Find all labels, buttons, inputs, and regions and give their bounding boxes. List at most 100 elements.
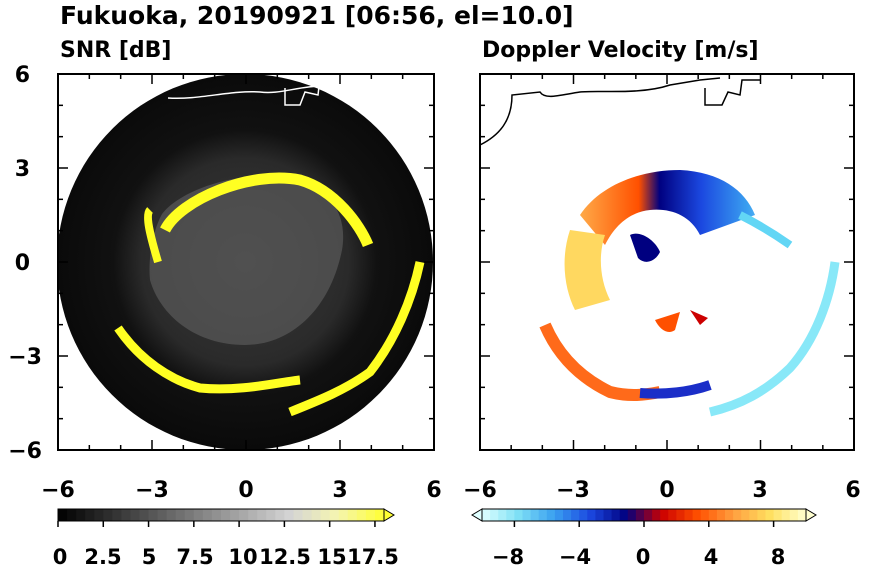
snr-colorbar-cell xyxy=(184,509,195,521)
doppler-echo-southeast-inner xyxy=(690,310,708,325)
doppler-colorbar-tick-label: −4 xyxy=(559,545,591,569)
snr-colorbar-cell xyxy=(139,509,150,521)
doppler-colorbar-cell xyxy=(635,509,645,521)
doppler-colorbar-cell xyxy=(603,509,613,521)
snr-colorbar-cell xyxy=(67,509,77,521)
figure-title: Fukuoka, 20190921 [06:56, el=10.0] xyxy=(60,1,574,30)
doppler-colorbar-cell xyxy=(546,509,556,521)
doppler-colorbar-cell xyxy=(749,509,758,521)
doppler-echo-arc-south xyxy=(639,380,712,399)
snr-coastline-harbor xyxy=(284,77,321,106)
snr-colorbar-cell xyxy=(320,509,331,521)
snr-coastline xyxy=(167,85,331,100)
doppler-coastline-harbor xyxy=(704,79,760,106)
snr-colorbar-cell xyxy=(284,509,294,521)
doppler-colorbar-cell xyxy=(563,509,572,521)
snr-echo-arc-west xyxy=(144,207,162,264)
doppler-colorbar xyxy=(471,508,817,527)
doppler-center-gap xyxy=(659,254,675,270)
doppler-x-tick-labels: −6 −3 0 3 6 xyxy=(463,478,861,503)
snr-axis-ticks xyxy=(57,73,435,451)
snr-colorbar-cell xyxy=(221,509,231,521)
doppler-colorbar-cell xyxy=(506,509,515,521)
snr-colorbar-cell xyxy=(257,509,267,521)
snr-colorbar-cell xyxy=(148,509,159,521)
doppler-colorbar-cell xyxy=(522,509,532,521)
doppler-echo-arc-southwest xyxy=(539,322,662,401)
snr-colorbar-cell xyxy=(338,509,349,521)
doppler-colorbar-cell xyxy=(619,509,629,521)
doppler-axis-ticks xyxy=(479,73,855,451)
snr-colorbar-extend-max xyxy=(383,508,395,522)
snr-echo-arc-southeast xyxy=(288,261,425,417)
doppler-colorbar-cell xyxy=(733,509,742,521)
snr-colorbar-cell xyxy=(112,509,122,521)
doppler-colorbar-cell xyxy=(684,509,694,521)
doppler-colorbar-cell xyxy=(490,509,499,521)
snr-colorbar-cell xyxy=(121,509,131,521)
doppler-echo-west xyxy=(564,230,610,310)
doppler-colorbar-extend-max xyxy=(805,508,817,522)
doppler-colorbar-cell xyxy=(660,509,669,521)
snr-echo-arc-north xyxy=(160,172,374,248)
doppler-plot-area xyxy=(480,77,840,417)
snr-colorbar-cell xyxy=(103,509,113,521)
doppler-colorbar-cell xyxy=(482,509,491,521)
doppler-colorbar-cell xyxy=(773,509,783,521)
doppler-colorbar-extend-min xyxy=(471,508,483,522)
snr-colorbar-cell xyxy=(85,509,95,521)
snr-colorbar-cell xyxy=(266,509,276,521)
doppler-colorbar-labels: −8 −4 0 4 8 xyxy=(492,545,785,569)
doppler-colorbar-cell xyxy=(652,509,661,521)
snr-colorbar-tick-label: 12.5 xyxy=(259,545,311,569)
snr-ytick-label: 3 xyxy=(15,157,30,182)
snr-colorbar-cell xyxy=(248,509,258,521)
doppler-colorbar-cell xyxy=(781,509,791,521)
snr-colorbar-cell xyxy=(202,509,213,521)
doppler-colorbar-tick-label: 0 xyxy=(636,545,651,569)
doppler-colorbar-cell xyxy=(571,509,580,521)
doppler-colorbar-cell xyxy=(579,509,588,521)
snr-colorbar-cell xyxy=(365,509,376,521)
doppler-colorbar-cell xyxy=(789,509,799,521)
doppler-xtick-label: −6 xyxy=(463,478,497,503)
snr-colorbar-cell xyxy=(302,509,313,521)
doppler-colorbar-cell xyxy=(725,509,734,521)
doppler-colorbar-cell xyxy=(595,509,604,521)
doppler-colorbar-cell xyxy=(644,509,653,521)
doppler-xtick-label: 6 xyxy=(845,478,860,503)
snr-colorbar-tick-label: 17.5 xyxy=(347,545,399,569)
doppler-colorbar-cell xyxy=(765,509,775,521)
doppler-echo-south-inner xyxy=(655,312,680,332)
snr-colorbar-cell xyxy=(76,509,86,521)
doppler-xtick-label: −3 xyxy=(556,478,590,503)
doppler-panel: Doppler Velocity [m/s] −6 −3 0 3 6 −8 xyxy=(463,38,861,569)
doppler-colorbar-cell xyxy=(554,509,564,521)
doppler-colorbar-cell xyxy=(757,509,766,521)
snr-colorbar-cell xyxy=(211,509,222,521)
snr-colorbar-labels: 0 2.5 5 7.5 10 12.5 15 17.5 xyxy=(53,545,399,569)
snr-colorbar-cell xyxy=(329,509,340,521)
snr-plot-area xyxy=(58,74,433,450)
doppler-echo-north xyxy=(580,170,755,245)
doppler-colorbar-cell xyxy=(676,509,685,521)
doppler-colorbar-cell xyxy=(797,509,807,521)
snr-colorbar-cell xyxy=(193,509,204,521)
snr-ytick-label: −6 xyxy=(8,439,42,464)
snr-xtick-label: 3 xyxy=(332,478,347,503)
snr-colorbar-cell xyxy=(347,509,358,521)
doppler-colorbar-cell xyxy=(530,509,540,521)
snr-near-echo xyxy=(149,175,344,345)
snr-ytick-label: −3 xyxy=(8,345,42,370)
doppler-colorbar-cell xyxy=(708,509,718,521)
doppler-colorbar-cell xyxy=(627,509,637,521)
snr-colorbar xyxy=(57,508,395,527)
doppler-xtick-label: 3 xyxy=(752,478,767,503)
snr-x-tick-labels: −6 −3 0 3 6 xyxy=(41,478,442,503)
snr-xtick-label: 6 xyxy=(426,478,441,503)
snr-colorbar-tick-label: 0 xyxy=(53,545,68,569)
snr-colorbar-tick-label: 7.5 xyxy=(176,545,213,569)
doppler-echo-arc-southeast xyxy=(708,261,840,417)
snr-ytick-label: 6 xyxy=(15,63,30,88)
